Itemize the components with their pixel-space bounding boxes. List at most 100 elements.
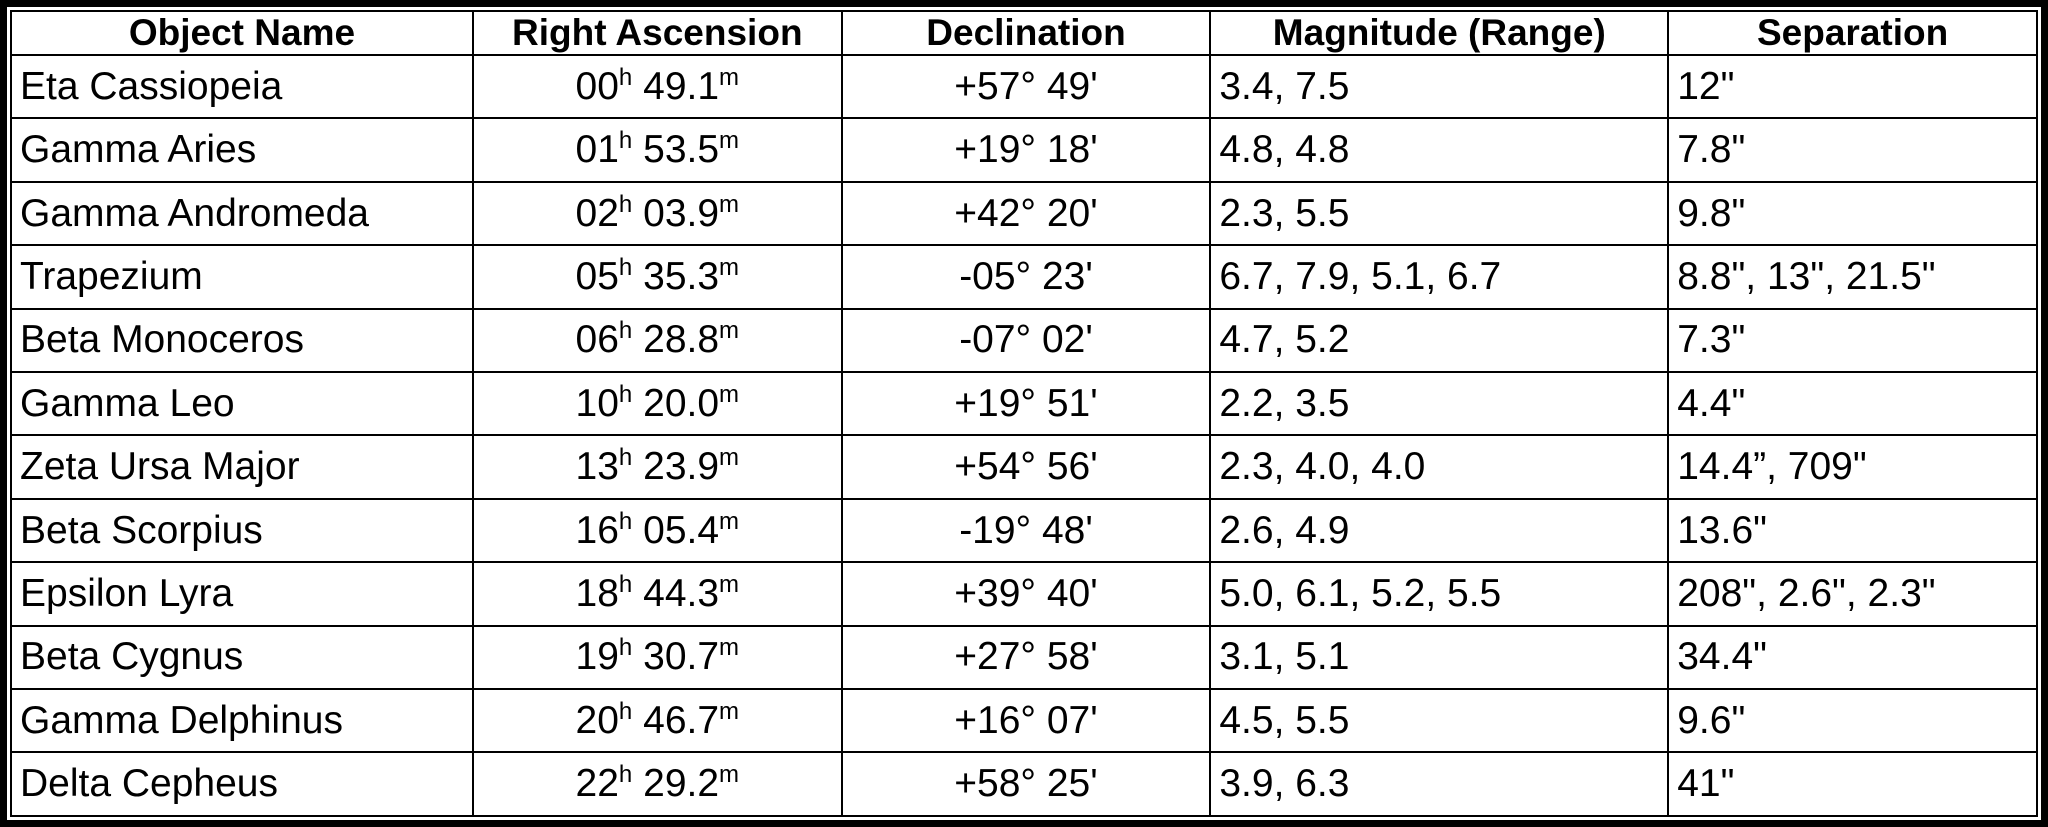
ra-hour-unit: h: [618, 63, 633, 91]
separation: 8.8", 13", 21.5": [1667, 244, 2038, 310]
ra-minute-unit: m: [719, 444, 740, 472]
ra-hour-unit: h: [618, 253, 633, 281]
right-ascension: 01h 53.5m: [471, 117, 843, 183]
separation: 12": [1667, 53, 2038, 120]
right-ascension: 20h 46.7m: [471, 688, 843, 754]
separation: 4.4": [1667, 371, 2038, 437]
separation: 7.8": [1667, 117, 2038, 183]
ra-minutes: 03.9: [643, 191, 720, 235]
object-name: Gamma Leo: [10, 371, 474, 437]
ra-minute-unit: m: [719, 507, 740, 535]
separation: 9.8": [1667, 180, 2038, 247]
column-header: Right Ascension: [471, 10, 843, 56]
declination: -05° 23': [840, 244, 1212, 310]
ra-hour-unit: h: [618, 127, 633, 155]
ra-hours: 00: [575, 64, 619, 108]
ra-minutes: 30.7: [643, 635, 720, 679]
table-row: Beta Scorpius 16h 05.4m -19° 48' 2.6, 4.9 13…: [10, 497, 2038, 564]
ra-minute-unit: m: [719, 697, 740, 725]
right-ascension: 10h 20.0m: [471, 371, 843, 437]
column-header: Object Name: [10, 10, 474, 56]
object-name: Eta Cassiopeia: [10, 53, 474, 120]
separation: 14.4”, 709": [1667, 434, 2038, 500]
object-name: Beta Scorpius: [10, 497, 474, 564]
column-header: Magnitude (Range): [1209, 10, 1670, 56]
separation: 7.3": [1667, 307, 2038, 374]
declination: +58° 25': [840, 751, 1212, 817]
magnitude: 3.1, 5.1: [1209, 624, 1670, 691]
table-row: Eta Cassiopeia 00h 49.1m +57° 49' 3.4, 7.5 1…: [10, 53, 2038, 120]
ra-hours: 02: [575, 191, 619, 235]
object-name: Beta Monoceros: [10, 307, 474, 374]
declination: +27° 58': [840, 624, 1212, 691]
ra-hour-unit: h: [618, 190, 633, 218]
separation: 41": [1667, 751, 2038, 817]
ra-hours: 06: [575, 318, 619, 362]
column-header: Separation: [1667, 10, 2038, 56]
magnitude: 2.6, 4.9: [1209, 497, 1670, 564]
ra-hour-unit: h: [618, 444, 633, 472]
declination: +39° 40': [840, 561, 1212, 627]
table-row: Beta Cygnus 19h 30.7m +27° 58' 3.1, 5.1 34.4…: [10, 624, 2038, 691]
ra-minute-unit: m: [719, 570, 740, 598]
ra-hours: 22: [575, 762, 619, 806]
ra-minute-unit: m: [719, 761, 740, 789]
magnitude: 2.3, 4.0, 4.0: [1209, 434, 1670, 500]
ra-hour-unit: h: [618, 380, 633, 408]
ra-minute-unit: m: [719, 634, 740, 662]
right-ascension: 19h 30.7m: [471, 624, 843, 691]
table-row: Gamma Andromeda 02h 03.9m +42° 20' 2.3, 5.5…: [10, 180, 2038, 247]
ra-minute-unit: m: [719, 127, 740, 155]
separation: 208", 2.6", 2.3": [1667, 561, 2038, 627]
object-name: Beta Cygnus: [10, 624, 474, 691]
ra-minutes: 44.3: [643, 571, 720, 615]
ra-minutes: 23.9: [643, 445, 720, 489]
declination: +19° 51': [840, 371, 1212, 437]
table-row: Beta Monoceros 06h 28.8m -07° 02' 4.7, 5.2 7…: [10, 307, 2038, 374]
declination: +16° 07': [840, 688, 1212, 754]
table-row: Gamma Leo 10h 20.0m +19° 51' 2.2, 3.5 4.4": [10, 371, 2038, 437]
declination: +54° 56': [840, 434, 1212, 500]
magnitude: 6.7, 7.9, 5.1, 6.7: [1209, 244, 1670, 310]
ra-minute-unit: m: [719, 253, 740, 281]
ra-minute-unit: m: [719, 380, 740, 408]
header-row: Object Name Right Ascension Declination Mag…: [10, 10, 2038, 56]
ra-hours: 05: [575, 254, 619, 298]
right-ascension: 05h 35.3m: [471, 244, 843, 310]
table-row: Gamma Delphinus 20h 46.7m +16° 07' 4.5, 5.5…: [10, 688, 2038, 754]
ra-minutes: 46.7: [643, 698, 720, 742]
magnitude: 3.9, 6.3: [1209, 751, 1670, 817]
ra-minutes: 49.1: [643, 64, 720, 108]
right-ascension: 13h 23.9m: [471, 434, 843, 500]
table-body: Eta Cassiopeia 00h 49.1m +57° 49' 3.4, 7.5 1…: [10, 53, 2038, 817]
ra-hours: 16: [575, 508, 619, 552]
right-ascension: 16h 05.4m: [471, 497, 843, 564]
object-name: Epsilon Lyra: [10, 561, 474, 627]
magnitude: 5.0, 6.1, 5.2, 5.5: [1209, 561, 1670, 627]
ra-hour-unit: h: [618, 761, 633, 789]
ra-minutes: 53.5: [643, 128, 720, 172]
ra-hours: 13: [575, 445, 619, 489]
object-name: Trapezium: [10, 244, 474, 310]
table-row: Trapezium 05h 35.3m -05° 23' 6.7, 7.9, 5.1,…: [10, 244, 2038, 310]
ra-hour-unit: h: [618, 507, 633, 535]
ra-minute-unit: m: [719, 190, 740, 218]
object-name: Zeta Ursa Major: [10, 434, 474, 500]
magnitude: 2.2, 3.5: [1209, 371, 1670, 437]
right-ascension: 22h 29.2m: [471, 751, 843, 817]
object-name: Gamma Delphinus: [10, 688, 474, 754]
object-name: Gamma Andromeda: [10, 180, 474, 247]
ra-hour-unit: h: [618, 570, 633, 598]
magnitude: 4.8, 4.8: [1209, 117, 1670, 183]
object-name: Delta Cepheus: [10, 751, 474, 817]
ra-hour-unit: h: [618, 697, 633, 725]
ra-minutes: 05.4: [643, 508, 720, 552]
ra-hours: 01: [575, 128, 619, 172]
magnitude: 4.7, 5.2: [1209, 307, 1670, 374]
declination: -07° 02': [840, 307, 1212, 374]
right-ascension: 02h 03.9m: [471, 180, 843, 247]
separation: 34.4": [1667, 624, 2038, 691]
separation: 13.6": [1667, 497, 2038, 564]
ra-hour-unit: h: [618, 317, 633, 345]
